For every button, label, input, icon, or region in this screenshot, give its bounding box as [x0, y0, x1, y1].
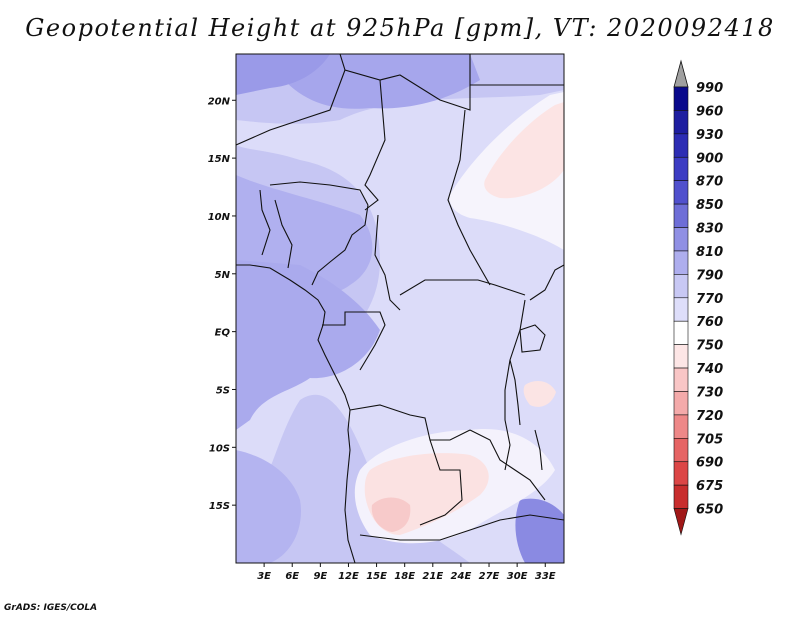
lat-tick-label: EQ	[215, 328, 231, 339]
colorbar-label: 830	[696, 222, 723, 237]
colorbar-label: 720	[696, 409, 723, 424]
colorbar-swatch	[673, 110, 689, 135]
height-field	[236, 54, 564, 563]
colorbar-label: 960	[696, 104, 723, 119]
colorbar-label: 930	[696, 128, 723, 143]
border-congo-gabon	[322, 311, 386, 371]
colorbar-swatch	[673, 391, 689, 416]
colorbar-label: 730	[696, 385, 723, 400]
lat-tick-label: 5N	[215, 270, 231, 281]
colorbar-label: 900	[696, 151, 723, 166]
lat-tick-label: 15S	[209, 501, 230, 512]
border-angola-drc	[349, 404, 471, 441]
field-band-750-ne	[484, 102, 564, 199]
colorbar-swatch	[673, 203, 689, 228]
border-car-south	[399, 279, 526, 296]
lat-tick-label: 20N	[208, 96, 231, 107]
colorbar-bottom-arrow	[673, 508, 689, 536]
colorbar-swatch	[673, 86, 689, 111]
border-niger-chad	[364, 79, 386, 211]
lon-tick-label: 6E	[285, 571, 299, 582]
map-axes: 20N 15N 10N 5N EQ 5S 10S 15S 3E 6E 9E 12E 15E 18E 21E 2…	[208, 96, 556, 582]
lon-tick-label: 12E	[338, 571, 359, 582]
colorbar-swatch	[673, 227, 689, 252]
lon-tick-label: 21E	[422, 571, 443, 582]
colorbar-label: 740	[696, 362, 723, 377]
colorbar-label: 770	[696, 292, 723, 307]
border-zambia-east	[469, 429, 546, 501]
colorbar-swatch	[673, 484, 689, 509]
colorbar-swatch	[673, 274, 689, 299]
chart-title: Geopotential Height at 925hPa [gpm], VT:…	[25, 14, 775, 42]
lake-malawi	[534, 429, 543, 471]
border-cameroon-car	[374, 214, 401, 311]
lon-tick-label: 33E	[535, 571, 556, 582]
colorbar-label: 990	[696, 81, 723, 96]
lon-tick-label: 30E	[507, 571, 528, 582]
colorbar-top-arrow	[673, 59, 689, 88]
lon-tick-label: 24E	[451, 571, 472, 582]
lat-tick-label: 10S	[209, 443, 230, 454]
border-chad-sudan	[447, 109, 491, 286]
colorbar-swatch	[673, 297, 689, 322]
lon-tick-label: 27E	[479, 571, 500, 582]
colorbar-swatch	[673, 133, 689, 158]
colorbar-swatch	[673, 461, 689, 486]
colorbar-swatch	[673, 156, 689, 181]
colorbar-swatch	[673, 367, 689, 392]
field-band-830-se	[515, 498, 564, 563]
colorbar-label: 760	[696, 315, 723, 330]
colorbar-swatch	[673, 438, 689, 463]
lat-tick-label: 15N	[208, 154, 231, 165]
border-mali-niger	[236, 69, 346, 146]
lon-tick-label: 3E	[257, 571, 271, 582]
map-frame	[235, 53, 565, 564]
border-nigeria-cameroon	[311, 204, 369, 286]
lat-tick-label: 10N	[208, 212, 231, 223]
border-gulf-states	[259, 189, 293, 269]
colorbar-label: 750	[696, 339, 723, 354]
border-ethiopia	[529, 264, 564, 301]
colorbar-label: 675	[696, 479, 723, 494]
borders	[236, 54, 564, 563]
coastline-west	[236, 264, 356, 563]
lake-victoria	[519, 324, 546, 353]
border-namibia	[359, 514, 564, 541]
lon-tick-label: 18E	[394, 571, 415, 582]
colorbar-swatch	[673, 320, 689, 345]
field-band-740-south	[371, 497, 411, 532]
lon-tick-label: 15E	[366, 571, 387, 582]
colorbar-label: 850	[696, 198, 723, 213]
lake-tanganyika	[509, 359, 521, 426]
colorbar-swatch	[673, 344, 689, 369]
lat-tick-label: 5S	[216, 385, 230, 396]
colorbar-swatch	[673, 250, 689, 275]
field-band-830-nw	[236, 54, 330, 95]
colorbar-label: 810	[696, 245, 723, 260]
colorbar-label: 690	[696, 456, 723, 471]
border-nigeria-north	[269, 181, 369, 206]
colorbar-label: 705	[696, 432, 723, 447]
colorbar-label: 870	[696, 175, 723, 190]
colorbar-swatch	[673, 180, 689, 205]
field-band-750-east	[523, 380, 556, 407]
credit-label: GrADS: IGES/COLA	[4, 603, 98, 613]
field-band-810-sw	[236, 450, 301, 563]
colorbar-label: 790	[696, 268, 723, 283]
field-band-810-coast	[236, 260, 380, 430]
colorbar-swatch	[673, 414, 689, 439]
colorbar-label: 650	[696, 503, 723, 518]
lon-tick-label: 9E	[313, 571, 327, 582]
border-angola-zambia	[419, 439, 463, 526]
colorbar: 990 960 930 900 870 850 830 810 790 770 760 750 740 7…	[673, 59, 723, 536]
